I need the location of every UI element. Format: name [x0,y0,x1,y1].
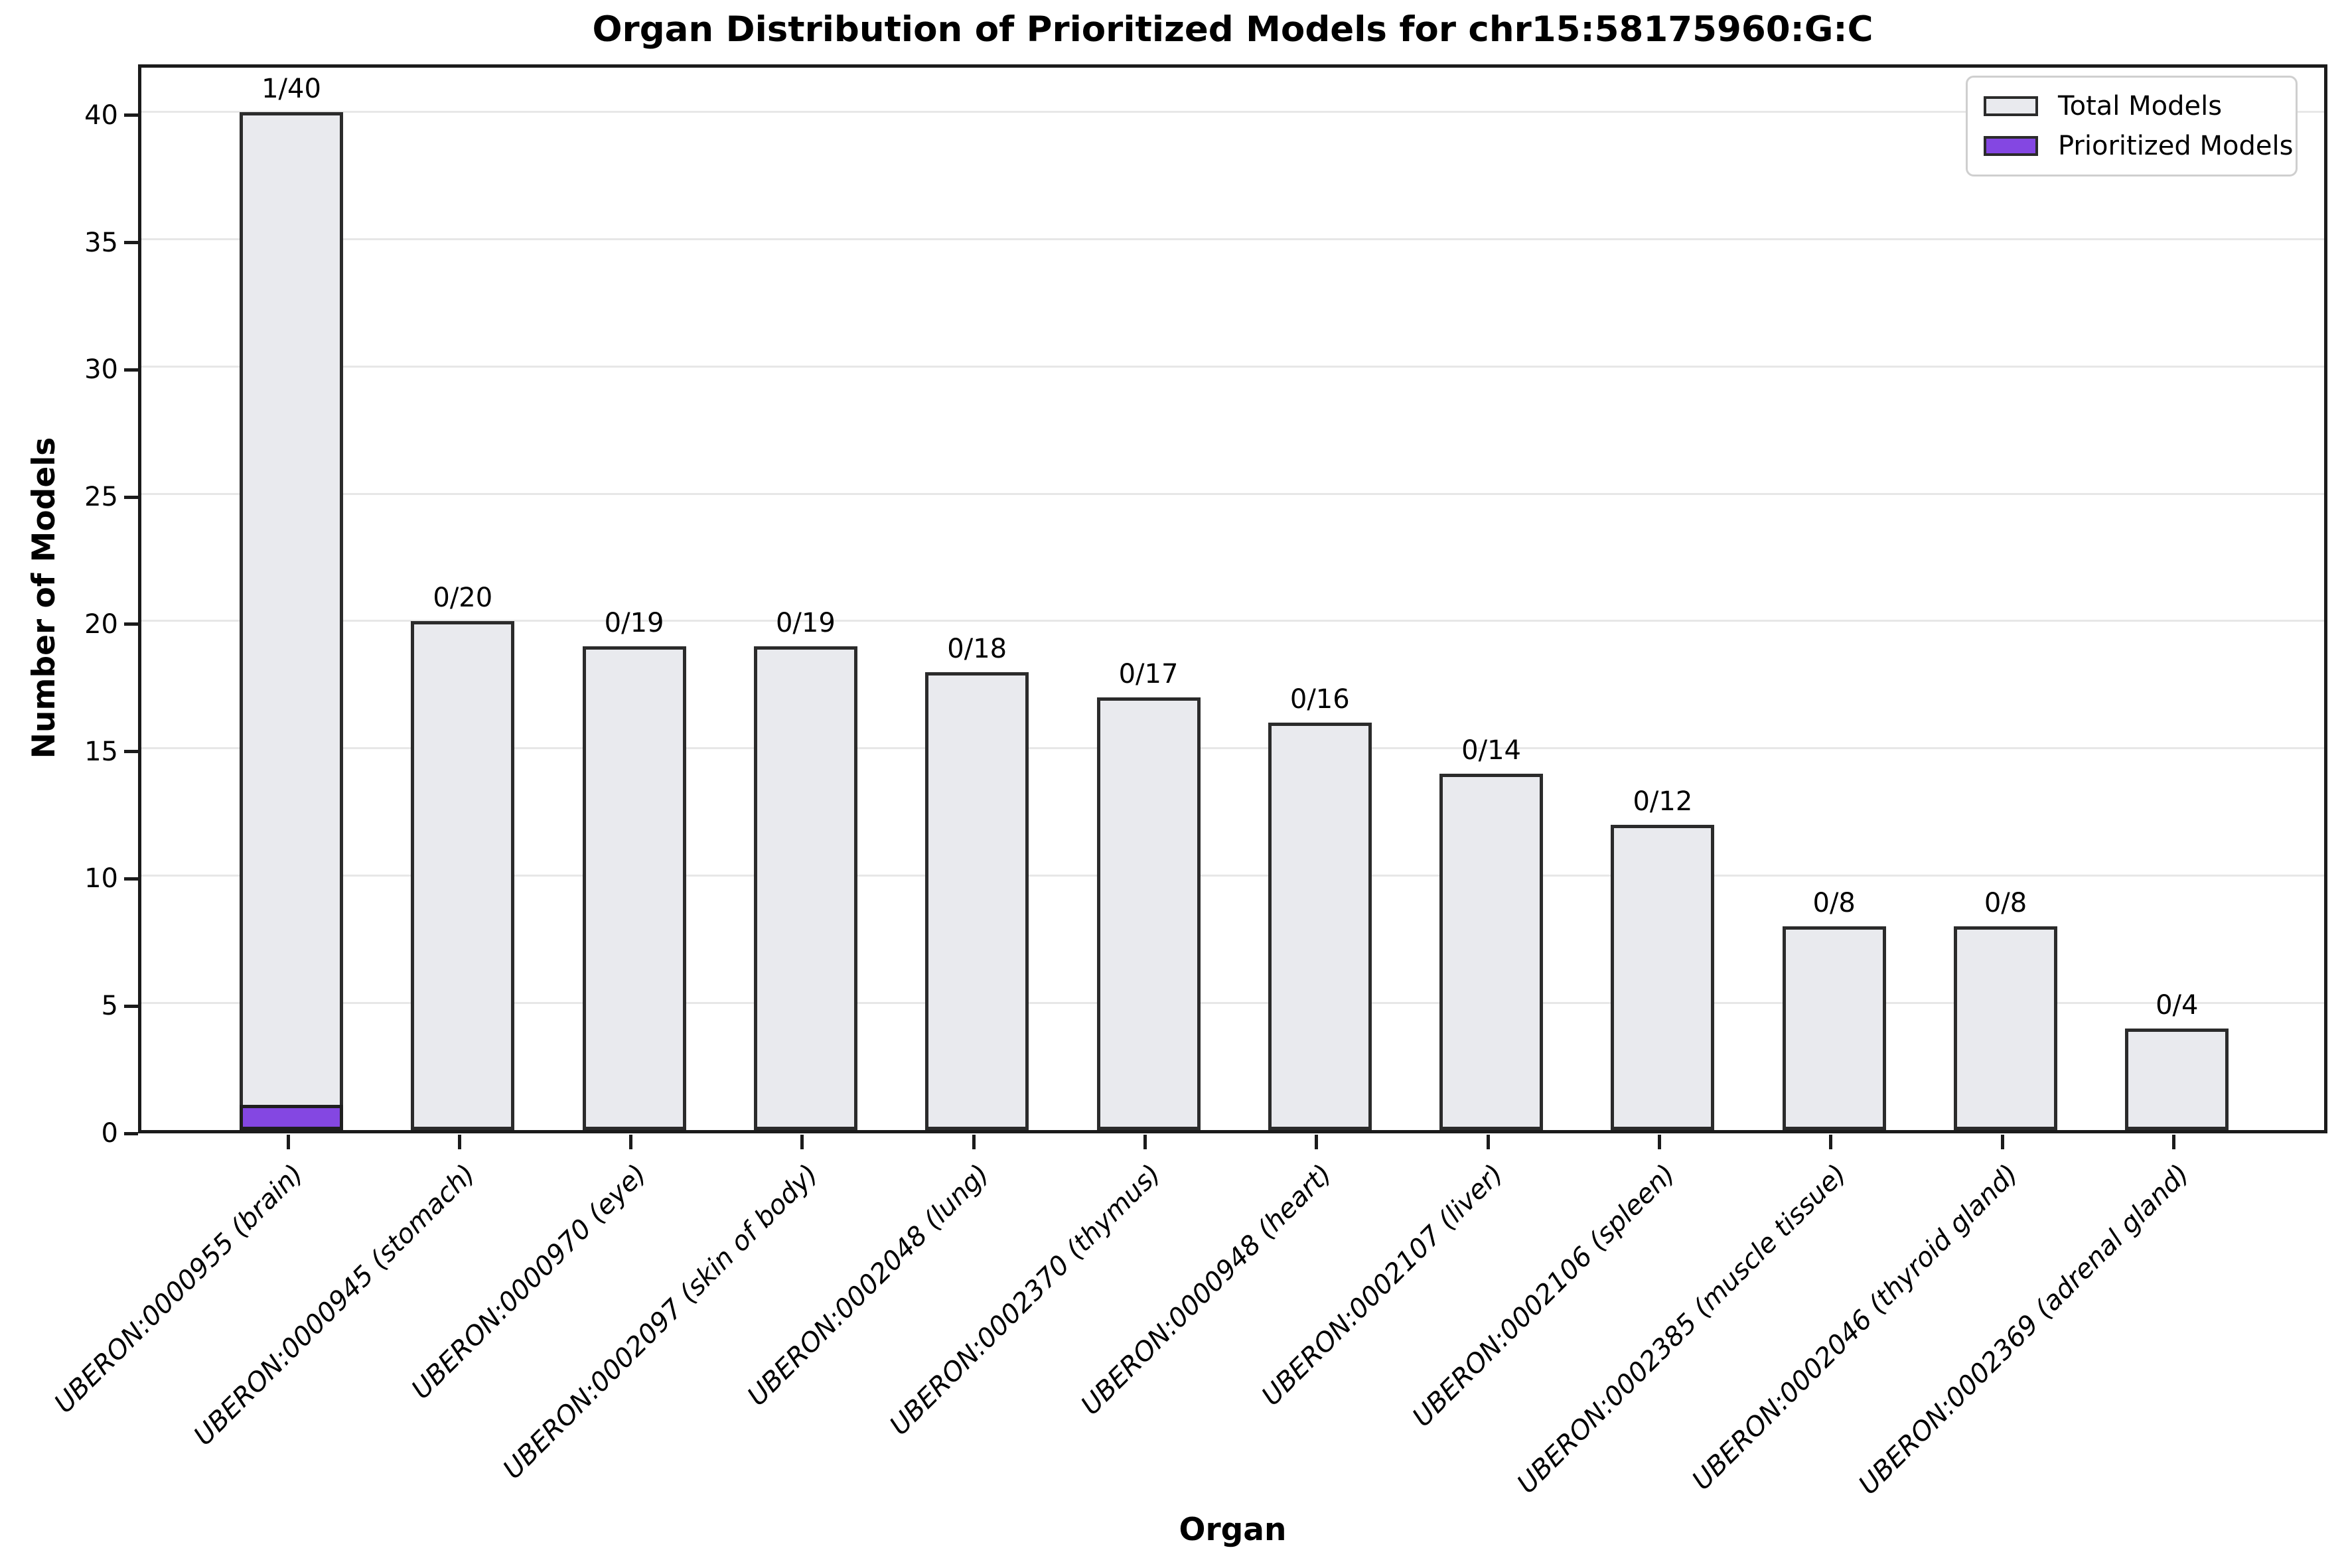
gridline [141,620,2324,622]
x-tick-mark [1829,1135,1833,1149]
gridline [141,1001,2324,1004]
y-tick-mark [124,622,138,626]
bar-total [1782,926,1886,1130]
y-tick-label: 35 [84,227,118,258]
bar-total [2125,1028,2229,1130]
bar-total [1439,774,1544,1130]
bar-value-label: 1/40 [261,73,321,104]
gridline [141,747,2324,750]
x-tick-mark [1486,1135,1490,1149]
plot-area: 1/40 0/20 0/19 0/19 0/18 0/17 0/16 0/14 0/12 0/8 0… [138,64,2327,1133]
x-tick-mark [2171,1135,2175,1149]
bar-value-label: 0/18 [947,633,1007,664]
gridline [141,492,2324,495]
x-tick-mark [1657,1135,1661,1149]
x-tick-mark [2000,1135,2004,1149]
x-tick-mark [800,1135,804,1149]
y-tick-mark [124,1131,138,1135]
bar-total [240,111,343,1130]
legend: Total Models Prioritized Models [1966,76,2298,177]
y-tick-label: 15 [84,736,118,767]
y-axis-label: Number of Models [26,437,62,759]
x-tick-label: UBERON:0002097 (skin of body) [497,1159,824,1486]
y-tick-mark [124,877,138,881]
y-tick-mark [124,368,138,372]
gridline [141,111,2324,113]
bar-value-label: 0/14 [1461,735,1522,766]
x-tick-label: UBERON:0002385 (muscle tissue) [1511,1159,1853,1500]
x-tick-label: UBERON:0000945 (stomach) [188,1159,481,1452]
y-tick-label: 25 [84,482,118,513]
bar-total [411,620,515,1130]
y-tick-label: 5 [101,991,118,1022]
y-tick-mark [124,750,138,754]
bar-value-label: 0/8 [1984,888,2027,919]
x-tick-mark [457,1135,461,1149]
bar-total [925,672,1029,1130]
gridline [141,365,2324,368]
bar-total [753,646,857,1130]
y-tick-label: 30 [84,354,118,386]
bar-total [1954,926,2057,1130]
y-tick-label: 20 [84,608,118,640]
y-tick-mark [124,495,138,499]
gridline [141,238,2324,240]
y-tick-mark [124,1004,138,1008]
bar-value-label: 0/8 [1812,888,1856,919]
bar-value-label: 0/4 [2156,989,2199,1021]
y-tick-label: 10 [84,863,118,894]
x-tick-mark [972,1135,976,1149]
y-tick-label: 40 [84,100,118,131]
x-tick-label: UBERON:0002369 (adrenal gland) [1853,1159,2195,1501]
x-tick-mark [1143,1135,1147,1149]
chart-title: Organ Distribution of Prioritized Models… [592,9,1873,50]
x-tick-label: UBERON:0002046 (thyroid gland) [1686,1159,2024,1496]
bar-value-label: 0/16 [1289,684,1350,715]
bar-value-label: 0/19 [775,608,836,639]
bar-value-label: 0/17 [1118,658,1179,689]
y-tick-mark [124,113,138,117]
legend-swatch-prioritized-icon [1984,136,2038,156]
bar-value-label: 0/20 [433,582,493,613]
x-tick-mark [1315,1135,1319,1149]
bar-total [582,646,686,1130]
x-tick-mark [286,1135,290,1149]
x-axis-label: Organ [1179,1512,1287,1548]
x-tick-mark [629,1135,633,1149]
gridline [141,874,2324,877]
bar-value-label: 0/12 [1633,786,1693,817]
y-tick-label: 0 [101,1118,118,1149]
legend-item-prioritized: Prioritized Models [1984,131,2293,161]
legend-item-total: Total Models [1984,91,2280,121]
legend-label-prioritized: Prioritized Models [2058,131,2294,161]
legend-swatch-total-icon [1984,96,2038,116]
bar-prioritized [240,1104,343,1130]
bar-total [1268,723,1372,1130]
x-tick-label: UBERON:0002370 (thymus) [883,1159,1167,1442]
bar-total [1096,697,1201,1130]
legend-label-total: Total Models [2058,91,2223,121]
y-tick-mark [124,241,138,244]
bar-total [1611,824,1715,1130]
bar-value-label: 0/19 [604,608,664,639]
